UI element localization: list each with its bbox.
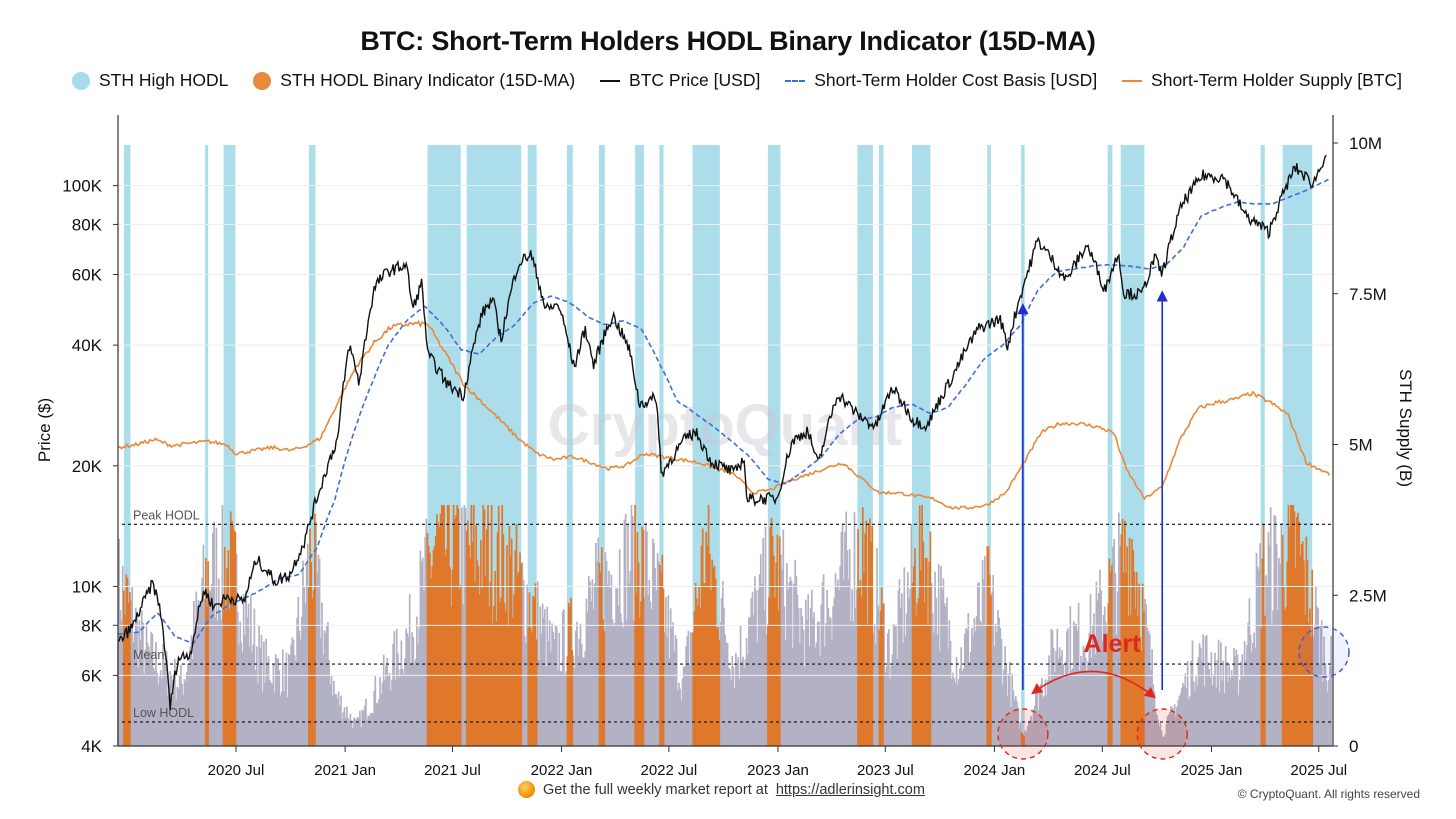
y-tick-label: 60K — [72, 266, 103, 285]
legend-swatch-high-hodl — [72, 71, 90, 90]
legend-label: Short-Term Holder Cost Basis [USD] — [814, 70, 1098, 90]
y-tick-label: 40K — [72, 336, 103, 355]
y2-tick-label: 10M — [1349, 134, 1382, 153]
y2-tick-label: 5M — [1349, 436, 1373, 455]
legend-label: STH HODL Binary Indicator (15D-MA) — [280, 70, 576, 90]
x-tick-label: 2021 Jan — [314, 762, 376, 779]
high-hodl-band — [308, 145, 316, 746]
y2-tick-label: 7.5M — [1349, 285, 1387, 304]
x-tick-label: 2022 Jan — [531, 762, 593, 779]
x-tick-label: 2023 Jan — [747, 762, 809, 779]
legend-swatch-btc-price — [600, 79, 621, 82]
series-lines — [117, 154, 1331, 711]
legend-label: STH High HODL — [99, 70, 229, 90]
high-hodl-band — [527, 145, 537, 746]
highlight-circle — [1136, 708, 1188, 760]
x-tick-label: 2025 Jul — [1290, 762, 1347, 779]
high-hodl-band — [1260, 145, 1265, 746]
x-tick-label: 2025 Jan — [1181, 762, 1243, 779]
footer: Get the full weekly market report at htt… — [518, 781, 925, 798]
footer-link[interactable]: https://adlerinsight.com — [775, 781, 925, 798]
high-hodl-band — [987, 145, 991, 746]
coin-icon — [518, 781, 535, 798]
y-axis-title: Price ($) — [35, 398, 54, 462]
legend-item-sth-supply[interactable]: Short-Term Holder Supply [BTC] — [1122, 70, 1402, 91]
legend-swatch-binary-indicator — [253, 71, 272, 90]
hodl-line-label: Peak HODL — [133, 508, 200, 522]
footer-text: Get the full weekly market report at — [543, 781, 768, 798]
highlight-circle — [1298, 626, 1350, 678]
legend-item-high-hodl[interactable]: STH High HODL — [72, 70, 228, 91]
alert-arrow — [1031, 670, 1156, 699]
high-hodl-band — [878, 145, 884, 746]
btc-price-line — [117, 154, 1327, 711]
high-hodl-band — [598, 145, 605, 746]
axes: 4K 6K 8K 10K 20K 40K 60K 80K 100K 0 2.5M 5M 7.5M 10M 2… — [35, 115, 1415, 779]
alert-label: Alert — [1084, 630, 1142, 658]
indicator-bars-high — [123, 505, 1314, 746]
legend-item-btc-price[interactable]: BTC Price [USD] — [600, 70, 760, 91]
cost-basis-line — [118, 178, 1330, 645]
highlight-circle — [997, 708, 1049, 760]
y-tick-label: 80K — [72, 215, 103, 234]
y2-axis-title: STH Supply (B) — [1396, 369, 1415, 487]
legend-item-binary-indicator[interactable]: STH HODL Binary Indicator (15D-MA) — [253, 70, 575, 91]
y2-tick-label: 2.5M — [1349, 586, 1387, 605]
x-tick-label: 2022 Jul — [641, 762, 698, 779]
chart-title: BTC: Short-Term Holders HODL Binary Indi… — [360, 26, 1096, 56]
x-tick-label: 2021 Jul — [424, 762, 481, 779]
annotations: Alert — [997, 290, 1350, 760]
high-hodl-band — [635, 145, 644, 746]
x-tick-label: 2024 Jul — [1074, 762, 1131, 779]
y2-tick-label: 0 — [1349, 737, 1358, 756]
y-tick-label: 20K — [72, 457, 103, 476]
y-tick-label: 10K — [72, 577, 103, 596]
hodl-line-label: Low HODL — [133, 706, 194, 720]
hodl-line-label: Mean — [133, 648, 164, 662]
legend: STH High HODL STH HODL Binary Indicator … — [72, 70, 1402, 91]
y-tick-label: 8K — [81, 616, 102, 635]
sth-supply-line — [117, 319, 1331, 510]
high-hodl-band — [205, 145, 209, 746]
high-hodl-band — [566, 145, 573, 746]
legend-label: Short-Term Holder Supply [BTC] — [1151, 70, 1402, 90]
legend-label: BTC Price [USD] — [629, 70, 761, 90]
x-tick-label: 2024 Jan — [964, 762, 1026, 779]
watermark: CryptoQuant — [548, 393, 902, 458]
y-tick-label: 6K — [81, 666, 102, 685]
x-tick-label: 2020 Jul — [208, 762, 265, 779]
high-hodl-band — [223, 145, 236, 746]
high-hodl-band — [1107, 145, 1113, 746]
hodl-reference-lines: Peak HODL Mean Low HODL — [122, 508, 1333, 723]
y-tick-label: 4K — [81, 737, 102, 756]
legend-swatch-cost-basis — [785, 79, 806, 82]
x-tick-label: 2023 Jul — [857, 762, 914, 779]
copyright: © CryptoQuant. All rights reserved — [1237, 787, 1420, 801]
high-hodl-band — [659, 145, 664, 746]
legend-item-cost-basis[interactable]: Short-Term Holder Cost Basis [USD] — [785, 70, 1097, 91]
legend-swatch-sth-supply — [1122, 79, 1143, 82]
y-tick-label: 100K — [62, 177, 102, 196]
